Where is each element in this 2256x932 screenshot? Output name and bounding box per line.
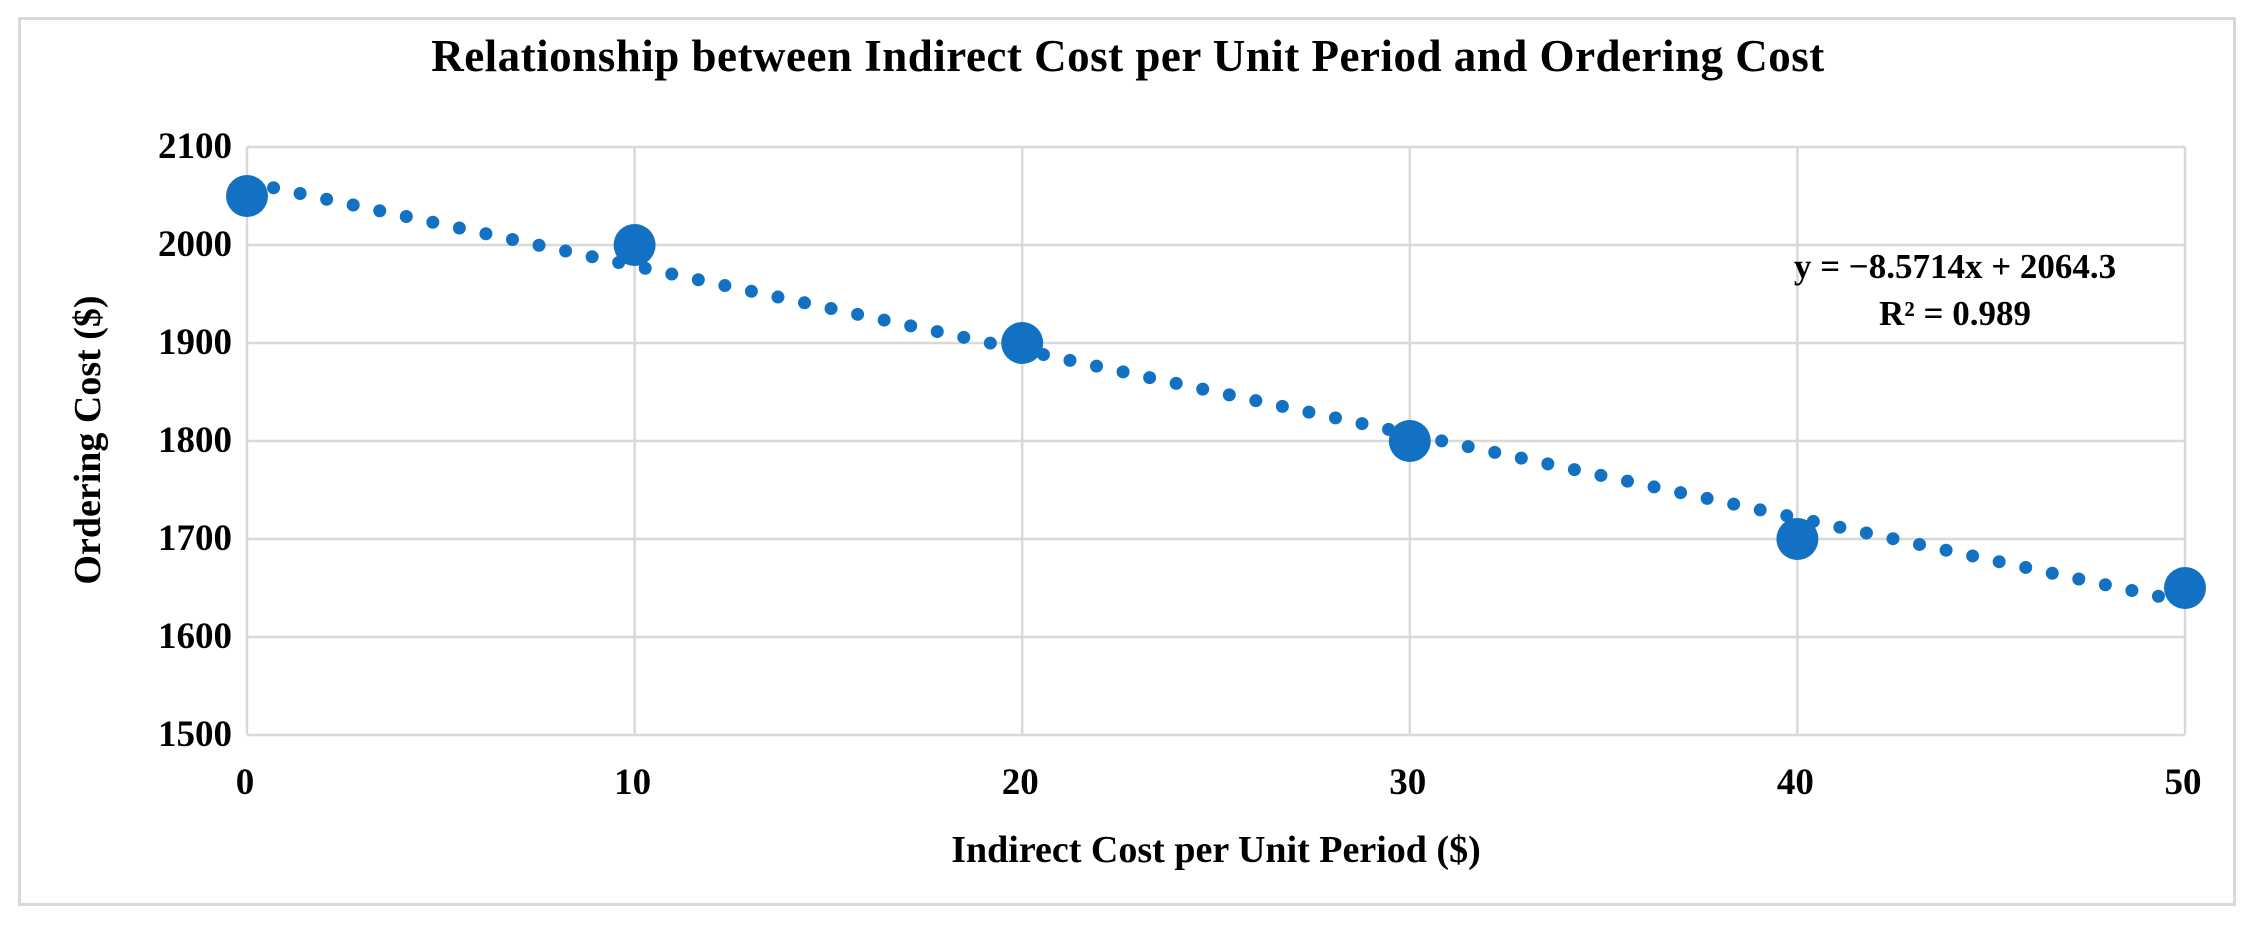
trendline-dot <box>851 307 865 321</box>
trendline-dot <box>479 227 493 241</box>
trendline-dot <box>1992 555 2006 569</box>
trendline-dot <box>1514 451 1528 465</box>
trendline-dot <box>2072 572 2086 586</box>
trendline-dot <box>1461 440 1475 454</box>
trendline-dot <box>1355 417 1369 431</box>
trendline-dot <box>1939 543 1953 557</box>
x-tick-label: 50 <box>2164 762 2202 803</box>
x-tick-label: 20 <box>1001 762 1039 803</box>
trendline-dot <box>1249 394 1263 408</box>
y-tick-label: 1500 <box>158 714 232 755</box>
trendline-dot <box>691 273 705 287</box>
y-tick-label: 2000 <box>158 224 232 265</box>
trendline-dot <box>798 296 812 310</box>
trendline-dot <box>293 186 307 200</box>
x-tick-label: 0 <box>235 762 255 803</box>
trendline-equation-text: y = −8.5714x + 2064.3 <box>1793 247 2117 286</box>
trendline-dot <box>1620 474 1634 488</box>
trendline-r-squared-text: R² = 0.989 <box>1879 294 2031 333</box>
trendline-dot <box>452 221 466 235</box>
trendline-dot <box>1275 399 1289 413</box>
trendline-dot <box>930 325 944 339</box>
trendline-dot <box>1674 486 1688 500</box>
trendline-dot <box>957 330 971 344</box>
y-tick-label: 1700 <box>158 518 232 559</box>
data-point-marker <box>226 175 268 217</box>
trendline-dot <box>1567 463 1581 477</box>
trendline-dot <box>983 336 997 350</box>
trendline-dot <box>1913 537 1927 551</box>
trendline-dot <box>1966 549 1980 563</box>
data-point-marker <box>613 224 656 266</box>
chart-title: Relationship between Indirect Cost per U… <box>431 31 1825 81</box>
trendline-dot <box>505 233 519 247</box>
trendline-dot <box>1753 503 1767 517</box>
data-point-marker <box>2164 567 2206 609</box>
trendline-dot <box>1886 532 1900 546</box>
trendline-dot <box>877 313 891 327</box>
trendline-dot <box>1222 388 1236 402</box>
trendline-dot <box>1328 411 1342 425</box>
trendline-dot <box>2045 566 2059 580</box>
trendline-dot <box>1116 365 1130 379</box>
trendline-dot <box>1727 497 1741 511</box>
trendline-dot <box>585 250 599 264</box>
trendline-dot <box>399 210 413 224</box>
trendline-dot <box>1169 376 1183 390</box>
trendline-dot <box>904 319 918 333</box>
trendline-dot <box>346 198 360 212</box>
trendline-dot <box>1833 520 1847 534</box>
y-tick-label: 2100 <box>158 126 232 167</box>
trendline-dot <box>2151 589 2165 603</box>
trendline-dot <box>718 279 732 293</box>
chart-border <box>18 17 2236 906</box>
x-tick-label: 10 <box>614 762 652 803</box>
trendline-dot <box>267 181 281 195</box>
x-axis-title: Indirect Cost per Unit Period ($) <box>951 829 1481 871</box>
trendline-dot <box>320 192 334 206</box>
trendline-dot <box>1063 353 1077 367</box>
trendline-dot <box>2098 578 2112 592</box>
trendline-dot <box>1302 405 1316 419</box>
y-tick-label: 1900 <box>158 322 232 363</box>
data-point-marker <box>1001 322 1044 364</box>
trendline-dot <box>1594 468 1608 482</box>
trendline-dot <box>1541 457 1555 471</box>
trendline-dot <box>1143 371 1157 385</box>
x-tick-label: 30 <box>1389 762 1427 803</box>
trendline-dot <box>665 267 679 281</box>
trendline-dot <box>744 284 758 298</box>
trendline-dot <box>1859 526 1873 540</box>
trendline-dot <box>373 204 387 218</box>
trendline-dot <box>1488 445 1502 459</box>
trendline-dot <box>1780 509 1794 523</box>
trendline-dot <box>426 215 440 229</box>
trendline-dot <box>1435 434 1449 448</box>
trendline-dot <box>532 238 546 252</box>
trendline-dot <box>1700 491 1714 505</box>
trendline-dot <box>2125 583 2139 597</box>
trendline-dot <box>1647 480 1661 494</box>
trendline-dot <box>638 261 652 275</box>
x-tick-label: 40 <box>1776 762 1814 803</box>
data-point-marker <box>1388 420 1431 462</box>
trendline-dot <box>1196 382 1210 396</box>
trendline-dot <box>559 244 573 258</box>
trendline-dot <box>1090 359 1104 373</box>
trendline-dot <box>2019 560 2033 574</box>
trendline-dot <box>824 302 838 316</box>
y-tick-label: 1600 <box>158 616 232 657</box>
data-point-marker <box>1776 518 1819 560</box>
y-tick-label: 1800 <box>158 420 232 461</box>
trendline-dot <box>771 290 785 304</box>
trendline-label: y = −8.5714x + 2064.3 R² = 0.989 <box>1720 243 2190 337</box>
